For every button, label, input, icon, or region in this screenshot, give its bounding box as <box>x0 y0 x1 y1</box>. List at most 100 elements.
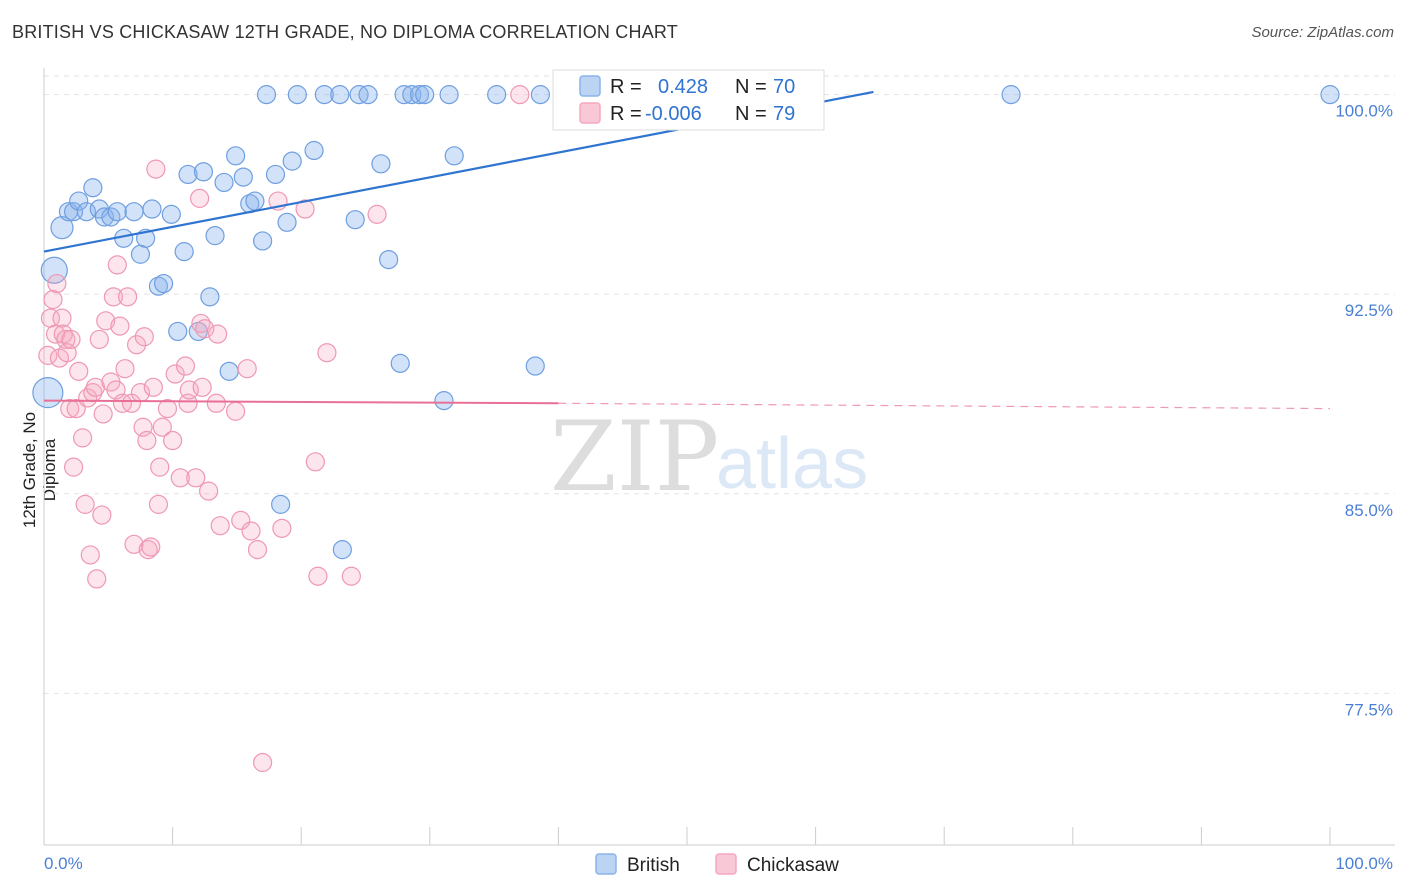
chickasaw-point <box>237 359 257 379</box>
chickasaw-point <box>115 359 135 379</box>
british-point <box>444 146 464 166</box>
chickasaw-point <box>190 188 210 208</box>
chickasaw-point <box>60 399 80 419</box>
british-point <box>287 85 307 105</box>
chickasaw-trend-extension <box>558 402 1331 410</box>
british-point <box>371 154 391 174</box>
british-point <box>148 276 169 296</box>
source-credit: Source: ZipAtlas.com <box>1251 24 1394 41</box>
chickasaw-point <box>52 308 72 328</box>
british-point <box>168 321 188 342</box>
chickasaw-point <box>241 521 261 541</box>
british-point <box>1001 85 1021 105</box>
stats-british-r-value: 0.428 <box>658 76 708 98</box>
british-point <box>487 85 507 105</box>
chickasaw-point <box>126 335 147 355</box>
british-point <box>439 85 459 105</box>
british-point <box>200 287 220 307</box>
chickasaw-point <box>175 356 196 376</box>
british-point <box>94 207 115 227</box>
british-point <box>214 172 234 193</box>
british-point <box>178 164 198 185</box>
chickasaw-point <box>152 417 172 437</box>
british-point <box>525 356 545 376</box>
series-legend: British Chickasaw <box>595 853 839 876</box>
axes <box>43 68 1395 846</box>
chickasaw-point <box>96 311 116 331</box>
british-point <box>345 210 365 230</box>
british-point <box>153 273 174 294</box>
chickasaw-point <box>134 327 154 347</box>
chickasaw-point <box>308 566 328 586</box>
chickasaw-point <box>63 457 84 477</box>
chickasaw-point <box>199 481 219 501</box>
british-point <box>330 85 350 105</box>
british-point <box>174 242 194 262</box>
chickasaw-point <box>195 319 215 339</box>
british-point <box>379 249 399 270</box>
british-point <box>107 202 127 222</box>
stats-legend: R = 0.428 N = 70 R = -0.006 N = 79 <box>552 69 825 131</box>
chickasaw-point <box>186 468 206 488</box>
british-point <box>245 191 265 211</box>
y-tick-labels: 77.5% 85.0% 92.5% 100.0% <box>1335 102 1393 720</box>
british-point <box>358 85 378 105</box>
stats-british-swatch <box>579 75 601 97</box>
chickasaw-point <box>305 452 325 472</box>
chickasaw-point <box>47 273 67 294</box>
british-point <box>415 85 435 105</box>
chickasaw-point <box>61 329 81 350</box>
chickasaw-point <box>226 401 246 421</box>
british-point <box>530 85 550 105</box>
x-tick-label-max: 100.0% <box>1335 854 1393 873</box>
chickasaw-point <box>138 540 158 560</box>
chickasaw-point <box>43 289 63 310</box>
british-point <box>83 178 103 198</box>
chickasaw-point <box>510 85 530 105</box>
legend-british-label: British <box>627 855 680 876</box>
chickasaw-point <box>124 534 144 554</box>
stats-chickasaw-n-label: N = <box>735 103 767 125</box>
chickasaw-point <box>117 287 138 307</box>
chickasaw-point <box>341 566 361 586</box>
british-point <box>256 85 277 105</box>
chickasaw-point <box>78 388 98 408</box>
british-point <box>193 162 214 182</box>
watermark-atlas: atlas <box>716 424 868 504</box>
british-point <box>124 202 144 222</box>
y-tick-label: 100.0% <box>1335 102 1393 121</box>
chickasaw-point <box>163 430 183 451</box>
chickasaw-point <box>141 537 161 557</box>
chickasaw-point <box>206 393 226 413</box>
british-point <box>226 146 246 166</box>
british-point <box>233 167 253 187</box>
stats-british-n-label: N = <box>735 76 767 98</box>
british-point <box>332 540 352 560</box>
british-point <box>265 164 286 185</box>
stats-chickasaw-r-label: R = <box>610 103 642 125</box>
chickasaw-point <box>146 159 166 179</box>
british-point <box>434 391 454 411</box>
stats-british-n-value: 70 <box>773 76 795 98</box>
y-tick-label: 77.5% <box>1345 700 1393 719</box>
legend-british-swatch <box>595 853 617 875</box>
chickasaw-point <box>93 404 113 424</box>
chickasaw-point <box>92 505 112 525</box>
chickasaw-points <box>38 85 530 773</box>
chickasaw-point <box>150 457 170 477</box>
chart-title: BRITISH VS CHICKASAW 12TH GRADE, NO DIPL… <box>12 22 678 42</box>
british-point <box>219 361 239 381</box>
stats-chickasaw-r-value: -0.006 <box>645 103 702 125</box>
british-point <box>69 191 89 211</box>
watermark-zip: ZIP <box>550 401 719 513</box>
chickasaw-point <box>247 540 268 560</box>
chickasaw-point <box>103 287 124 307</box>
chickasaw-point <box>191 313 211 334</box>
chickasaw-point <box>38 345 58 365</box>
british-point <box>394 85 414 105</box>
chickasaw-point <box>272 518 292 538</box>
chickasaw-point <box>87 569 107 589</box>
british-point <box>1320 85 1340 105</box>
chickasaw-point <box>295 199 315 219</box>
